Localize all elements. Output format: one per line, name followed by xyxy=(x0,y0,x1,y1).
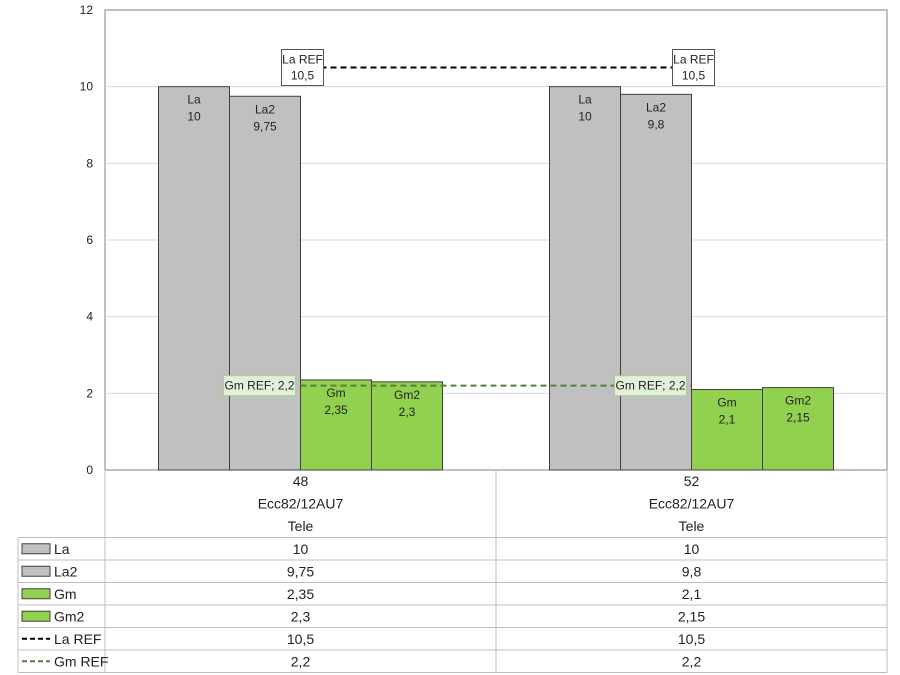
bar-la xyxy=(549,86,621,471)
table-value: 2,15 xyxy=(678,608,705,624)
y-tick-label: 0 xyxy=(86,463,93,477)
legend-label: Gm2 xyxy=(54,608,85,624)
data-label-value: 2,1 xyxy=(719,413,736,427)
legend-swatch-gm2 xyxy=(21,610,51,622)
data-label-series: Gm2 xyxy=(785,394,811,408)
table-value: 10,5 xyxy=(287,631,314,647)
table-value: 2,1 xyxy=(682,586,702,602)
legend-swatch-la xyxy=(21,543,51,555)
data-label-series: La2 xyxy=(646,100,666,114)
data-label-value: 10 xyxy=(578,110,592,124)
table-value: 9,75 xyxy=(287,563,314,579)
table-value: 2,2 xyxy=(291,653,311,669)
table-value: 10 xyxy=(293,541,309,557)
y-tick-label: 6 xyxy=(86,233,93,247)
table-value: 2,2 xyxy=(682,653,702,669)
data-label-value: 9,8 xyxy=(648,117,665,131)
category-label: 48 xyxy=(293,473,309,489)
data-label-value: 2,3 xyxy=(399,405,416,419)
data-label-series: La2 xyxy=(255,102,275,116)
data-label-value: 9,75 xyxy=(253,119,277,133)
bar-la2 xyxy=(620,93,692,471)
y-tick-label: 10 xyxy=(80,80,94,94)
category-label: Ecc82/12AU7 xyxy=(258,496,344,512)
data-label-value: 2,15 xyxy=(786,411,810,425)
ref-label-text: La REF xyxy=(673,53,714,67)
category-label: Ecc82/12AU7 xyxy=(649,496,735,512)
bar-gm xyxy=(300,379,372,471)
ref-label-text: Gm REF; 2,2 xyxy=(615,379,685,393)
legend-label: Gm REF xyxy=(54,653,108,669)
ref-label-box xyxy=(614,375,687,397)
legend-label: Gm xyxy=(54,586,77,602)
legend-swatch-la2 xyxy=(21,565,51,577)
legend-label: La REF xyxy=(54,631,101,647)
data-label-series: Gm xyxy=(717,396,736,410)
ref-label-text: La REF xyxy=(282,53,323,67)
ref-label-box xyxy=(281,49,324,86)
data-label-series: La xyxy=(578,93,592,107)
ref-label-text: Gm REF; 2,2 xyxy=(224,379,294,393)
bar-gm2 xyxy=(762,387,834,471)
y-tick-label: 4 xyxy=(86,310,93,324)
ref-label-box xyxy=(672,49,715,86)
table-value: 10 xyxy=(684,541,700,557)
bar-la xyxy=(158,86,230,471)
data-label-series: Gm xyxy=(326,386,345,400)
legend-swatch-gm xyxy=(21,588,51,600)
data-label-value: 10 xyxy=(187,110,201,124)
table-value: 9,8 xyxy=(682,563,702,579)
y-tick-label: 8 xyxy=(86,156,93,170)
bar-gm xyxy=(691,389,763,471)
table-value: 2,35 xyxy=(287,586,314,602)
table-value: 2,3 xyxy=(291,608,311,624)
ref-label-text: 10,5 xyxy=(682,69,706,83)
legend-label: La2 xyxy=(54,563,78,579)
ref-label-box xyxy=(223,375,296,397)
table-value: 10,5 xyxy=(678,631,705,647)
data-label-value: 2,35 xyxy=(324,403,348,417)
category-label: Tele xyxy=(679,518,705,534)
category-label: Tele xyxy=(288,518,314,534)
data-label-series: La xyxy=(187,93,201,107)
legend-label: La xyxy=(54,541,70,557)
y-tick-label: 2 xyxy=(86,386,93,400)
data-label-series: Gm2 xyxy=(394,388,420,402)
y-tick-label: 12 xyxy=(80,3,94,17)
ref-label-text: 10,5 xyxy=(291,69,315,83)
category-label: 52 xyxy=(684,473,700,489)
bar-la2 xyxy=(229,95,301,471)
bar-gm2 xyxy=(371,381,443,471)
